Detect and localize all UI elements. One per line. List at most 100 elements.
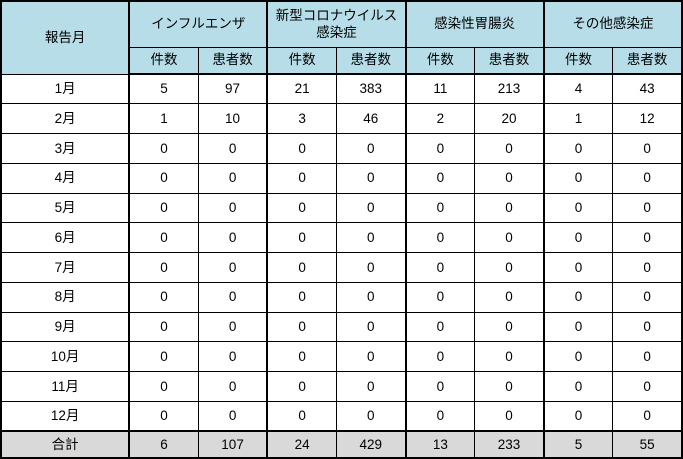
value-cell: 2 bbox=[404, 103, 476, 134]
value-cell: 383 bbox=[335, 73, 407, 105]
group-header-other: その他感染症 bbox=[542, 0, 683, 48]
value-cell: 0 bbox=[335, 341, 407, 372]
table-row: 11月 0 0 0 0 0 0 0 0 bbox=[0, 371, 683, 402]
value-cell: 0 bbox=[335, 400, 407, 432]
value-cell: 0 bbox=[128, 162, 199, 194]
table-row: 8月 0 0 0 0 0 0 0 0 bbox=[0, 281, 683, 313]
value-cell: 1 bbox=[542, 103, 614, 134]
value-cell: 0 bbox=[128, 133, 199, 164]
table-row: 5月 0 0 0 0 0 0 0 0 bbox=[0, 192, 683, 224]
month-cell: 3月 bbox=[0, 133, 130, 164]
value-cell: 0 bbox=[128, 400, 199, 432]
value-cell: 4 bbox=[542, 73, 614, 105]
value-cell: 0 bbox=[197, 371, 268, 402]
total-value-cell: 5 bbox=[542, 430, 614, 459]
table-footer: 合計 6 107 24 429 13 233 5 55 bbox=[0, 430, 683, 459]
value-cell: 0 bbox=[404, 311, 476, 343]
total-row: 合計 6 107 24 429 13 233 5 55 bbox=[0, 430, 683, 459]
value-cell: 0 bbox=[612, 162, 683, 194]
month-cell: 8月 bbox=[0, 281, 130, 313]
value-cell: 0 bbox=[335, 162, 407, 194]
value-cell: 1 bbox=[128, 103, 199, 134]
month-cell: 12月 bbox=[0, 400, 130, 432]
total-value-cell: 233 bbox=[474, 430, 545, 459]
total-value-cell: 13 bbox=[404, 430, 476, 459]
month-cell: 1月 bbox=[0, 73, 130, 105]
value-cell: 0 bbox=[404, 162, 476, 194]
month-cell: 2月 bbox=[0, 103, 130, 134]
value-cell: 0 bbox=[335, 371, 407, 402]
value-cell: 213 bbox=[474, 73, 545, 105]
value-cell: 0 bbox=[266, 133, 337, 164]
value-cell: 0 bbox=[335, 311, 407, 343]
value-cell: 3 bbox=[266, 103, 337, 134]
value-cell: 0 bbox=[197, 133, 268, 164]
value-cell: 11 bbox=[404, 73, 476, 105]
value-cell: 0 bbox=[612, 281, 683, 313]
value-cell: 0 bbox=[542, 133, 614, 164]
group-header-influenza: インフルエンザ bbox=[128, 0, 268, 48]
subheader-patients: 患者数 bbox=[474, 46, 545, 75]
value-cell: 0 bbox=[335, 192, 407, 224]
table-row: 3月 0 0 0 0 0 0 0 0 bbox=[0, 133, 683, 164]
month-cell: 5月 bbox=[0, 192, 130, 224]
table-row: 12月 0 0 0 0 0 0 0 0 bbox=[0, 400, 683, 432]
group-header-row: 報告月 インフルエンザ 新型コロナウイルス 感染症 感染性胃腸炎 その他感染症 bbox=[0, 0, 683, 75]
value-cell: 0 bbox=[266, 192, 337, 224]
month-cell: 6月 bbox=[0, 222, 130, 253]
sub-header-row: 件数 患者数 件数 患者数 件数 患者数 件数 患者数 bbox=[1, 46, 683, 75]
table-row: 2月 1 10 3 46 2 20 1 12 bbox=[0, 103, 683, 134]
value-cell: 0 bbox=[612, 192, 683, 224]
table-row: 6月 0 0 0 0 0 0 0 0 bbox=[0, 222, 683, 253]
table-row: 10月 0 0 0 0 0 0 0 0 bbox=[0, 341, 683, 372]
value-cell: 0 bbox=[612, 222, 683, 253]
value-cell: 0 bbox=[197, 341, 268, 372]
value-cell: 0 bbox=[542, 341, 614, 372]
group-header-gastroenteritis: 感染性胃腸炎 bbox=[404, 0, 545, 48]
value-cell: 0 bbox=[266, 162, 337, 194]
subheader-cases: 件数 bbox=[542, 46, 614, 75]
value-cell: 0 bbox=[542, 281, 614, 313]
value-cell: 0 bbox=[404, 341, 476, 372]
table-header: 報告月 インフルエンザ 新型コロナウイルス 感染症 感染性胃腸炎 その他感染症 … bbox=[0, 0, 683, 75]
value-cell: 0 bbox=[197, 252, 268, 283]
value-cell: 0 bbox=[612, 371, 683, 402]
value-cell: 0 bbox=[266, 400, 337, 432]
value-cell: 0 bbox=[335, 281, 407, 313]
month-cell: 4月 bbox=[0, 162, 130, 194]
month-cell: 10月 bbox=[0, 341, 130, 372]
table-row: 4月 0 0 0 0 0 0 0 0 bbox=[0, 162, 683, 194]
value-cell: 0 bbox=[266, 252, 337, 283]
value-cell: 0 bbox=[404, 371, 476, 402]
value-cell: 0 bbox=[612, 400, 683, 432]
value-cell: 12 bbox=[612, 103, 683, 134]
value-cell: 97 bbox=[197, 73, 268, 105]
value-cell: 0 bbox=[542, 371, 614, 402]
table-row: 1月 5 97 21 383 11 213 4 43 bbox=[0, 73, 683, 105]
value-cell: 0 bbox=[266, 281, 337, 313]
subheader-cases: 件数 bbox=[266, 46, 337, 75]
value-cell: 0 bbox=[128, 192, 199, 224]
value-cell: 0 bbox=[404, 222, 476, 253]
subheader-patients: 患者数 bbox=[612, 46, 683, 75]
value-cell: 0 bbox=[404, 281, 476, 313]
value-cell: 5 bbox=[128, 73, 199, 105]
value-cell: 0 bbox=[612, 252, 683, 283]
value-cell: 0 bbox=[542, 192, 614, 224]
value-cell: 20 bbox=[474, 103, 545, 134]
value-cell: 0 bbox=[197, 281, 268, 313]
value-cell: 21 bbox=[266, 73, 337, 105]
value-cell: 0 bbox=[474, 341, 545, 372]
table-body: 1月 5 97 21 383 11 213 4 43 2月 1 10 3 46 2 20 1 12 3月 0 0 0 0 0 0… bbox=[0, 73, 683, 432]
value-cell: 0 bbox=[542, 252, 614, 283]
report-month-header: 報告月 bbox=[0, 0, 130, 75]
value-cell: 0 bbox=[128, 252, 199, 283]
value-cell: 0 bbox=[404, 133, 476, 164]
value-cell: 0 bbox=[404, 192, 476, 224]
value-cell: 0 bbox=[542, 311, 614, 343]
total-value-cell: 6 bbox=[128, 430, 199, 459]
value-cell: 0 bbox=[197, 192, 268, 224]
value-cell: 0 bbox=[474, 192, 545, 224]
subheader-cases: 件数 bbox=[128, 46, 199, 75]
